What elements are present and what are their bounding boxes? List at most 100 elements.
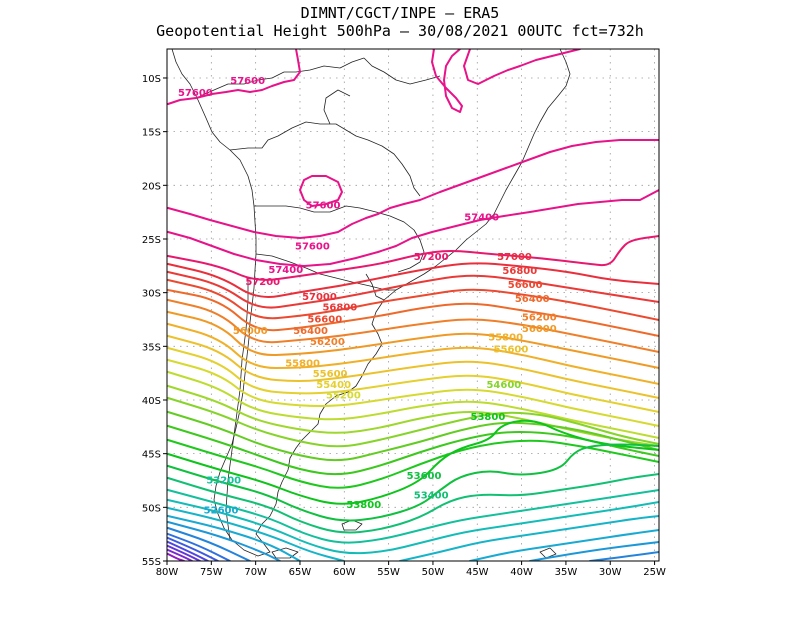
contour-lines	[167, 49, 659, 561]
lon-tick-label: 30W	[599, 567, 622, 578]
contour-line-57400	[167, 189, 659, 267]
contour-label: 56200	[522, 312, 557, 323]
lat-tick-label: 20S	[142, 181, 161, 192]
contour-line-51600	[167, 541, 209, 561]
title-line-2: Geopotential Height 500hPa – 30/08/2021 …	[156, 22, 644, 40]
lon-tick-label: 55W	[377, 567, 400, 578]
contour-line-51800	[167, 537, 219, 561]
contour-line-52400	[529, 541, 659, 561]
lat-tick-label: 10S	[142, 74, 161, 85]
contour-line-56000	[167, 311, 659, 369]
contour-label: 57600	[178, 88, 213, 99]
contour-line-52800	[399, 515, 659, 561]
contour-label: 56000	[233, 326, 268, 337]
contour-line-53800	[167, 419, 659, 505]
contour-line-55400	[167, 347, 659, 413]
contour-line-57600-closed	[299, 175, 343, 207]
contour-label: 57000	[302, 292, 337, 303]
contour-line-51000	[167, 553, 185, 561]
contour-line-57600-north	[167, 49, 301, 105]
lat-tick-label: 45S	[142, 450, 161, 461]
contour-line-55200	[167, 359, 659, 427]
contour-line-51200	[167, 549, 193, 561]
contour-label: 56000	[522, 324, 557, 335]
contour-line-57600	[167, 139, 659, 239]
contour-line-55600	[167, 335, 659, 399]
lon-tick-label: 35W	[555, 567, 578, 578]
contour-label: 53400	[414, 490, 449, 501]
lon-tick-label: 70W	[244, 567, 267, 578]
map-title: DIMNT/CGCT/INPE – ERA5 Geopotential Heig…	[0, 4, 800, 40]
plot-background	[167, 49, 659, 561]
contour-label: 54600	[486, 380, 521, 391]
lat-tick-label: 55S	[142, 557, 161, 568]
lon-tick-label: 75W	[200, 567, 223, 578]
lat-tick-label: 35S	[142, 342, 161, 353]
contour-line-57000	[167, 262, 659, 298]
country-borders	[199, 57, 441, 541]
contour-line-53400	[167, 473, 659, 534]
lon-tick-label: 60W	[333, 567, 356, 578]
contour-line-52800	[167, 507, 345, 561]
south-america-coastline	[171, 49, 571, 557]
lon-tick-label: 80W	[156, 567, 179, 578]
contour-labels: 5760057600576005760057400574005720057200…	[178, 76, 557, 516]
contour-label: 57600	[295, 241, 330, 252]
contour-line-56200	[167, 299, 659, 353]
contour-line-54600	[167, 397, 659, 448]
contour-line-52600	[469, 529, 659, 561]
contour-label: 53600	[407, 471, 442, 482]
contour-line-55000	[167, 371, 659, 439]
contour-line-54400	[167, 411, 659, 462]
contour-line-54000	[167, 439, 659, 489]
contour-label: 56800	[502, 266, 537, 277]
contour-label: 57400	[268, 265, 303, 276]
contour-line-52600	[167, 515, 301, 561]
lat-tick-label: 40S	[142, 396, 161, 407]
contour-label: 57000	[497, 252, 532, 263]
title-line-1: DIMNT/CGCT/INPE – ERA5	[300, 4, 500, 22]
lat-tick-label: 30S	[142, 289, 161, 300]
lon-tick-label: 65W	[289, 567, 312, 578]
contour-label: 56200	[310, 337, 345, 348]
contour-label: 55600	[313, 369, 348, 380]
lon-tick-label: 50W	[422, 567, 445, 578]
contour-label: 57200	[245, 277, 280, 288]
contour-line-56400	[167, 289, 659, 337]
lat-tick-label: 25S	[142, 235, 161, 246]
contour-label: 56400	[515, 294, 550, 305]
contour-line-51400	[167, 545, 201, 561]
contour-label: 55400	[316, 380, 351, 391]
contour-line-56800	[167, 271, 659, 309]
contour-label: 53800	[471, 412, 506, 423]
contour-label: 55800	[488, 333, 523, 344]
contour-label: 55200	[326, 391, 361, 402]
lon-tick-label: 45W	[466, 567, 489, 578]
contour-line-52400	[167, 521, 281, 561]
contour-label: 57200	[414, 252, 449, 263]
contour-label: 55600	[494, 344, 529, 355]
contour-line-54200	[167, 425, 659, 476]
contour-line-56600	[167, 279, 659, 321]
contour-label: 56600	[307, 314, 342, 325]
contour-label: 56400	[293, 326, 328, 337]
lat-tick-label: 50S	[142, 503, 161, 514]
lon-tick-label: 25W	[643, 567, 666, 578]
plot-frame	[166, 48, 660, 562]
contour-line-53600	[167, 443, 659, 522]
contour-line-57600-ne2	[463, 49, 581, 85]
lat-tick-label: 15S	[142, 128, 161, 139]
contour-line-52000	[167, 533, 231, 561]
contour-label: 55800	[285, 358, 320, 369]
contour-line-53200	[167, 489, 659, 544]
lon-tick-label: 40W	[510, 567, 533, 578]
contour-line-55800	[167, 323, 659, 385]
contour-label: 53800	[346, 500, 381, 511]
contour-label: 53200	[206, 475, 241, 486]
contour-line-57600-ne	[431, 49, 463, 113]
axis-ticks: 80W 75W 70W 65W 60W 55W 50W 45W 40W 35W 30W 25W 10S 1…	[142, 74, 666, 578]
contour-label: 57600	[230, 76, 265, 87]
lat-lon-grid	[167, 49, 659, 561]
contour-label: 56800	[322, 303, 357, 314]
